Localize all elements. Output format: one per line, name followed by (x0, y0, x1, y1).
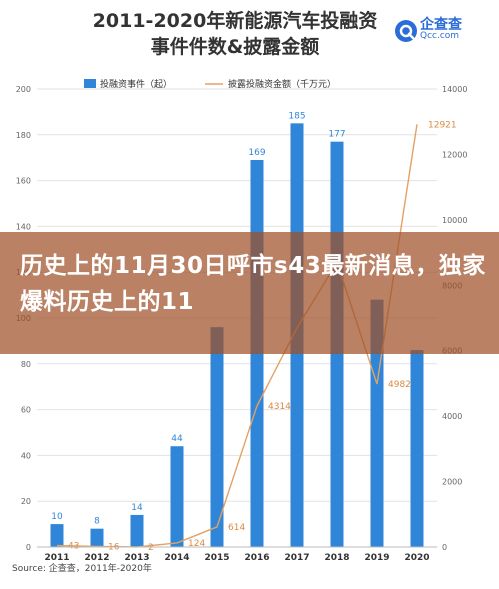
x-axis-tick-label: 2015 (204, 553, 229, 563)
chart-title-line-1: 2011-2020年新能源汽车投融资 (92, 10, 378, 32)
left-axis-tick-label: 40 (21, 451, 31, 460)
bar-2012 (90, 528, 104, 547)
right-axis-tick-label: 4000 (442, 412, 462, 421)
bar-data-label: 8 (94, 517, 100, 527)
bar-2015 (210, 327, 224, 547)
line-data-label: 614 (228, 523, 245, 533)
legend-swatch-bar (84, 79, 96, 88)
x-axis-tick-label: 2011 (44, 553, 69, 563)
headline-banner (0, 232, 499, 354)
bar-2020 (410, 350, 424, 547)
x-axis-tick-label: 2017 (284, 553, 309, 563)
left-axis-tick-label: 200 (16, 85, 31, 94)
x-axis-tick-label: 2013 (124, 553, 149, 563)
line-data-label: 4982 (388, 380, 411, 390)
left-axis-tick-label: 80 (21, 360, 31, 369)
bar-data-label: 169 (248, 148, 265, 158)
x-axis-tick-label: 2020 (404, 553, 429, 563)
bar-data-label: 10 (51, 512, 63, 522)
left-axis-tick-label: 160 (16, 177, 31, 186)
right-axis-tick-label: 14000 (442, 85, 467, 94)
right-axis-tick-label: 10000 (442, 216, 467, 225)
bar-data-label: 185 (288, 111, 305, 121)
line-data-label: 124 (188, 539, 205, 549)
bar-2011 (50, 524, 64, 547)
bar-2013 (130, 514, 144, 547)
line-data-label: 2 (148, 543, 154, 553)
left-axis-tick-label: 0 (26, 543, 31, 552)
right-axis-tick-label: 12000 (442, 150, 467, 159)
source-note: Source: 企查查，2011年-2020年 (12, 564, 152, 574)
bar-data-label: 14 (131, 503, 143, 513)
x-axis-tick-label: 2019 (364, 553, 389, 563)
brand-name: 企查查 (420, 17, 462, 33)
bar-data-label: 177 (328, 130, 345, 140)
chart-title-line-2: 事件件数&披露金额 (150, 36, 320, 58)
bar-2014 (170, 446, 184, 547)
right-axis-tick-label: 0 (442, 543, 447, 552)
headline-text: 历史上的11月30日呼市s43最新消息，独家爆料历史上的11 (20, 253, 486, 315)
legend-label-bar: 投融资事件（起） (100, 78, 172, 90)
bar-data-label: 44 (171, 434, 183, 444)
x-axis-tick-label: 2018 (324, 553, 349, 563)
left-axis-tick-label: 20 (21, 497, 31, 506)
left-axis-tick-label: 140 (16, 222, 31, 231)
left-axis-tick-label: 180 (16, 131, 31, 140)
x-axis-tick-label: 2016 (244, 553, 269, 563)
qcc-logo-icon (395, 20, 417, 42)
line-data-label: 4314 (268, 402, 291, 412)
brand-url: Qcc.com (420, 31, 460, 41)
x-axis-tick-label: 2014 (164, 553, 189, 563)
legend-label-line: 披露投融资金额（千万元） (228, 78, 336, 90)
line-data-label: 12921 (428, 120, 457, 130)
left-axis-tick-label: 60 (21, 406, 31, 415)
right-axis-tick-label: 2000 (442, 478, 462, 487)
x-axis-tick-label: 2012 (84, 553, 109, 563)
